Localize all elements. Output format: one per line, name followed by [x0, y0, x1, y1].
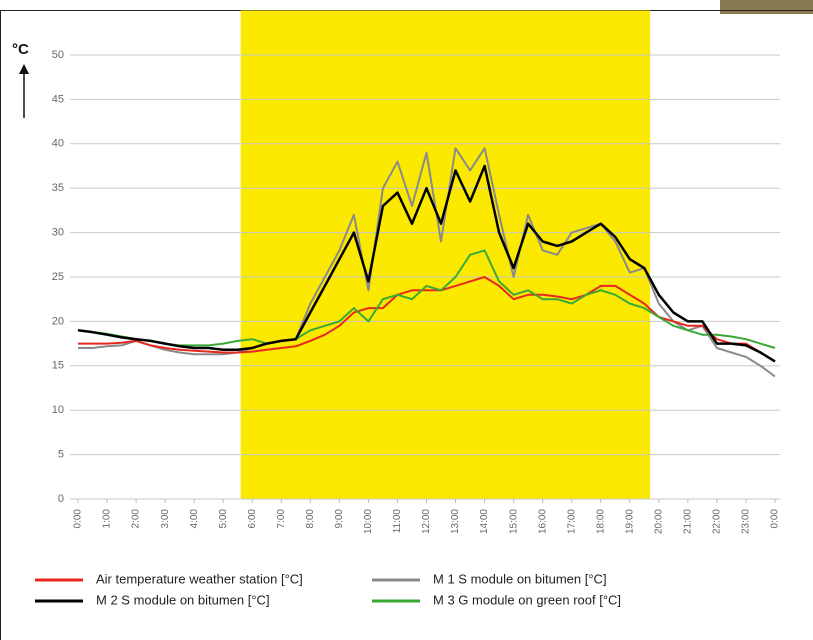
y-tick-label: 35	[52, 182, 64, 194]
y-tick-label: 0	[58, 493, 64, 505]
x-tick-label: 12:00	[421, 509, 432, 534]
legend-label: M 2 S module on bitumen [°C]	[96, 592, 270, 607]
x-tick-label: 1:00	[102, 509, 113, 529]
x-tick-label: 23:00	[741, 509, 752, 534]
x-tick-label: 22:00	[712, 509, 723, 534]
y-tick-label: 20	[52, 315, 64, 327]
x-tick-label: 21:00	[683, 509, 694, 534]
x-tick-label: 6:00	[247, 509, 258, 529]
y-tick-label: 50	[52, 49, 64, 61]
shaded-band	[241, 11, 650, 500]
x-tick-label: 0:00	[73, 509, 84, 529]
x-tick-label: 7:00	[276, 509, 287, 529]
x-tick-label: 5:00	[218, 509, 229, 529]
y-tick-label: 5	[58, 449, 64, 461]
y-tick-label: 30	[52, 227, 64, 239]
y-tick-label: 10	[52, 404, 64, 416]
y-tick-label: 15	[52, 360, 64, 372]
x-tick-label: 18:00	[595, 509, 606, 534]
x-tick-label: 3:00	[160, 509, 171, 529]
legend-label: M 1 S module on bitumen [°C]	[433, 571, 607, 586]
x-tick-label: 19:00	[624, 509, 635, 534]
x-tick-label: 17:00	[566, 509, 577, 534]
legend-label: M 3 G module on green roof [°C]	[433, 592, 621, 607]
x-tick-label: 10:00	[363, 509, 374, 534]
y-tick-label: 40	[52, 138, 64, 150]
y-tick-label: 45	[52, 93, 64, 105]
x-tick-label: 15:00	[508, 509, 519, 534]
x-tick-label: 20:00	[653, 509, 664, 534]
chart: 0 5 10 15 20 25 30 35 40 45 50 0:00 1:00 2:00 3:00 4:00…	[0, 0, 813, 640]
photo-corner	[720, 0, 813, 14]
x-tick-label: 2:00	[131, 509, 142, 529]
y-tick-label: 25	[52, 271, 64, 283]
x-tick-label: 8:00	[305, 509, 316, 529]
y-axis-label: °C	[12, 41, 29, 58]
x-tick-label: 9:00	[334, 509, 345, 529]
x-tick-label: 4:00	[189, 509, 200, 529]
x-tick-label: 11:00	[392, 509, 403, 534]
x-tick-label: 13:00	[450, 509, 461, 534]
x-tick-label: 0:00	[770, 509, 781, 529]
legend-label: Air temperature weather station [°C]	[96, 571, 303, 586]
x-tick-label: 16:00	[537, 509, 548, 534]
x-tick-label: 14:00	[479, 509, 490, 534]
